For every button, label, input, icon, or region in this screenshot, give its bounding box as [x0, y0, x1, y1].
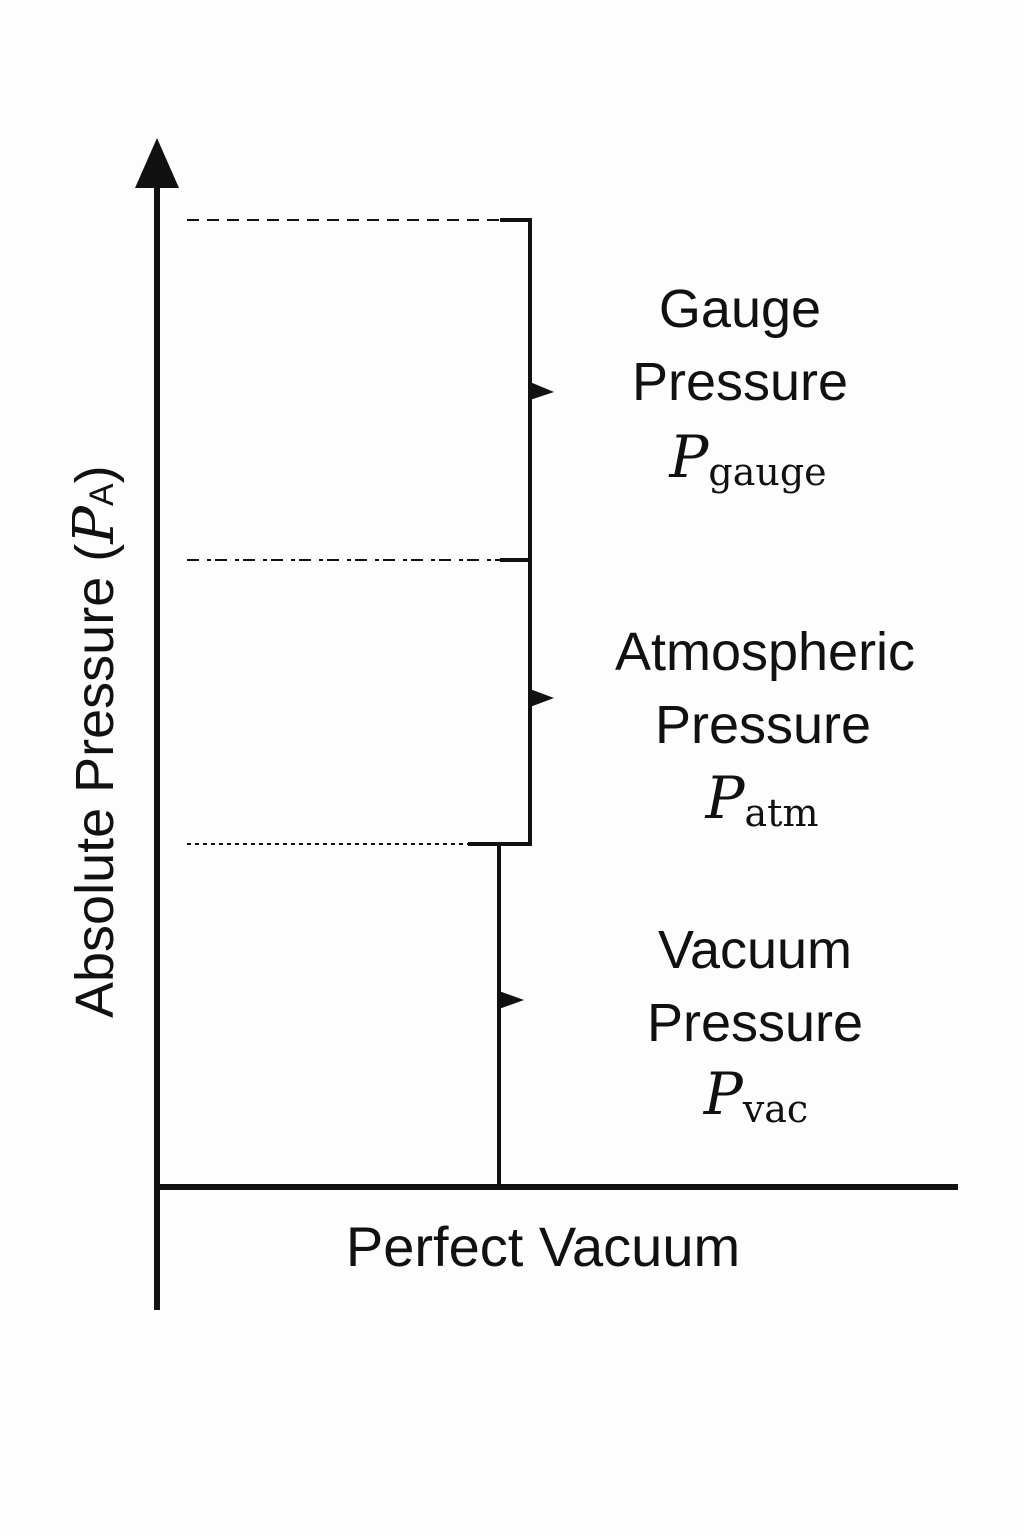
y-axis-label-subscript: A — [83, 483, 121, 506]
y-axis-arrowhead — [135, 138, 179, 188]
gauge-label-line1: Gauge — [659, 279, 821, 339]
gauge-pointer — [530, 382, 554, 400]
atm-label-line1: Atmospheric — [615, 622, 915, 682]
gauge-symbol-letter: P — [668, 423, 709, 491]
x-axis-label: Perfect Vacuum — [346, 1215, 740, 1278]
vac-pointer — [499, 991, 524, 1009]
vac-label-line1: Vacuum — [658, 920, 852, 980]
vac-symbol: Pvac — [703, 1060, 808, 1131]
gauge-region-label: Gauge Pressure Pgauge — [632, 279, 848, 494]
atm-pointer — [530, 689, 554, 707]
vac-region-label: Vacuum Pressure Pvac — [647, 920, 863, 1131]
vac-symbol-letter: P — [703, 1060, 744, 1128]
atm-label-line2: Pressure — [655, 695, 871, 755]
vac-symbol-subscript: vac — [742, 1087, 808, 1131]
y-axis-label-text: Absolute Pressure ( — [65, 544, 125, 1018]
atm-region-label: Atmospheric Pressure Patm — [615, 622, 915, 835]
gauge-symbol: Pgauge — [668, 423, 826, 494]
gauge-label-line2: Pressure — [632, 352, 848, 412]
y-axis-label: Absolute Pressure (PA) — [62, 465, 127, 1018]
atm-symbol: Patm — [705, 764, 819, 835]
gauge-symbol-subscript: gauge — [708, 450, 826, 494]
upper-bracket — [468, 218, 532, 846]
y-axis-label-close: ) — [65, 465, 125, 483]
atm-symbol-subscript: atm — [745, 791, 819, 835]
y-axis-label-symbol: P — [62, 505, 127, 545]
atm-symbol-letter: P — [705, 764, 746, 832]
vac-label-line2: Pressure — [647, 993, 863, 1053]
